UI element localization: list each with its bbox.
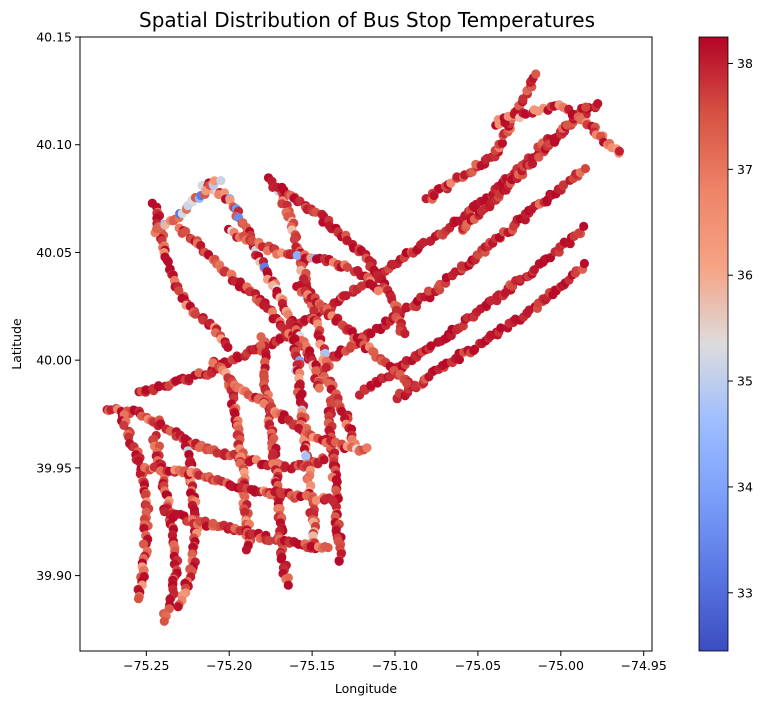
bus-stop-point xyxy=(155,466,166,476)
x-tick-label: −75.20 xyxy=(206,658,252,673)
bus-stop-point xyxy=(190,309,200,319)
bus-stop-point xyxy=(294,423,304,433)
colorbar-tick-label: 37 xyxy=(737,162,753,177)
plot-frame xyxy=(79,36,653,652)
bus-stop-point xyxy=(579,221,589,231)
bus-stop-point xyxy=(240,507,250,517)
bus-stop-point xyxy=(149,434,159,444)
bus-stop-point xyxy=(323,543,333,553)
bus-stop-point xyxy=(138,539,149,549)
bus-stop-point xyxy=(276,554,286,564)
bus-stop-point xyxy=(614,146,625,156)
x-tick-label: −75.15 xyxy=(289,658,335,673)
bus-stop-point xyxy=(301,451,311,461)
bus-stop-point xyxy=(309,306,319,316)
bus-stop-point xyxy=(223,342,233,352)
bus-stop-point xyxy=(184,458,194,468)
bus-stop-point xyxy=(362,443,372,453)
bus-stop-point xyxy=(181,226,191,237)
y-axis-ticks: 39.90 39.95 40.00 40.05 40.10 40.15 xyxy=(36,30,80,583)
bus-stop-point xyxy=(426,341,436,351)
bus-stop-point xyxy=(306,541,316,551)
bus-stop-point xyxy=(328,496,338,506)
x-tick-label: −75.10 xyxy=(372,658,418,673)
bus-stop-point xyxy=(289,335,299,345)
x-tick-label: −75.25 xyxy=(123,658,169,673)
chart-title: Spatial Distribution of Bus Stop Tempera… xyxy=(139,8,595,32)
bus-stop-point xyxy=(292,250,302,260)
bus-stop-point xyxy=(423,286,434,296)
colorbar-ticks: 33 34 35 36 37 38 xyxy=(728,56,753,600)
bus-stop-point xyxy=(319,455,329,465)
bus-stop-point xyxy=(579,258,590,269)
bus-stop-point xyxy=(198,315,208,325)
bus-stop-point xyxy=(140,490,150,500)
y-tick-label: 40.15 xyxy=(36,30,72,45)
bus-stop-point xyxy=(558,180,569,190)
bus-stop-point xyxy=(496,323,506,333)
bus-stop-point xyxy=(574,228,584,238)
bus-stop-point xyxy=(275,334,285,344)
bus-stop-point xyxy=(241,545,251,555)
y-tick-label: 40.10 xyxy=(36,137,72,152)
bus-stop-point xyxy=(216,176,226,186)
bus-stop-point xyxy=(373,286,383,296)
bus-stop-point xyxy=(497,138,507,148)
bus-stop-point xyxy=(342,262,352,272)
bus-stop-point xyxy=(549,134,559,144)
bus-stop-point xyxy=(119,420,129,430)
bus-stop-point xyxy=(209,176,219,186)
bus-stop-point xyxy=(400,329,410,339)
y-tick-label: 40.00 xyxy=(36,353,72,368)
bus-stop-point xyxy=(267,451,277,462)
bus-stop-point xyxy=(341,291,351,301)
y-axis-label: Latitude xyxy=(9,318,24,370)
bus-stop-point xyxy=(531,69,541,79)
colorbar-tick-label: 38 xyxy=(737,56,753,71)
colorbar-tick-label: 36 xyxy=(737,268,753,283)
colorbar-tick-label: 33 xyxy=(737,585,753,600)
bus-stop-point xyxy=(159,616,169,626)
bus-stop-point xyxy=(402,378,412,388)
colorbar-tick-label: 34 xyxy=(737,479,753,494)
bus-stop-point xyxy=(334,556,344,566)
bus-stop-point xyxy=(581,102,591,112)
bus-stop-point xyxy=(283,573,293,583)
bus-stop-point xyxy=(154,382,164,392)
bus-stop-point xyxy=(311,495,321,505)
x-tick-label: −75.00 xyxy=(538,658,584,673)
colorbar xyxy=(698,36,729,652)
bus-stop-point xyxy=(141,385,151,395)
bus-stop-point xyxy=(580,164,591,174)
y-tick-label: 39.95 xyxy=(36,460,72,475)
bus-stop-point xyxy=(289,234,299,244)
x-axis-label: Longitude xyxy=(335,681,397,696)
bus-stop-point xyxy=(163,257,173,267)
x-tick-label: −74.95 xyxy=(621,658,667,673)
bus-stop-point xyxy=(264,536,274,546)
bus-stop-point xyxy=(283,580,293,590)
bus-stop-point xyxy=(401,302,411,312)
y-tick-label: 39.90 xyxy=(36,568,72,583)
bus-stop-point xyxy=(314,383,324,393)
colorbar-tick-label: 35 xyxy=(737,374,753,389)
bus-stop-point xyxy=(321,362,331,372)
bus-stop-point xyxy=(308,531,318,541)
bus-stop-point xyxy=(173,602,183,612)
bus-stop-point xyxy=(133,594,144,604)
bus-stop-point xyxy=(311,366,321,376)
y-tick-label: 40.05 xyxy=(36,245,72,260)
bus-stop-point xyxy=(593,99,603,109)
x-axis-ticks: −75.25 −75.20 −75.15 −75.10 −75.05 −75.00 −74.… xyxy=(123,651,667,673)
scatter-points xyxy=(102,69,625,626)
x-tick-label: −75.05 xyxy=(455,658,501,673)
